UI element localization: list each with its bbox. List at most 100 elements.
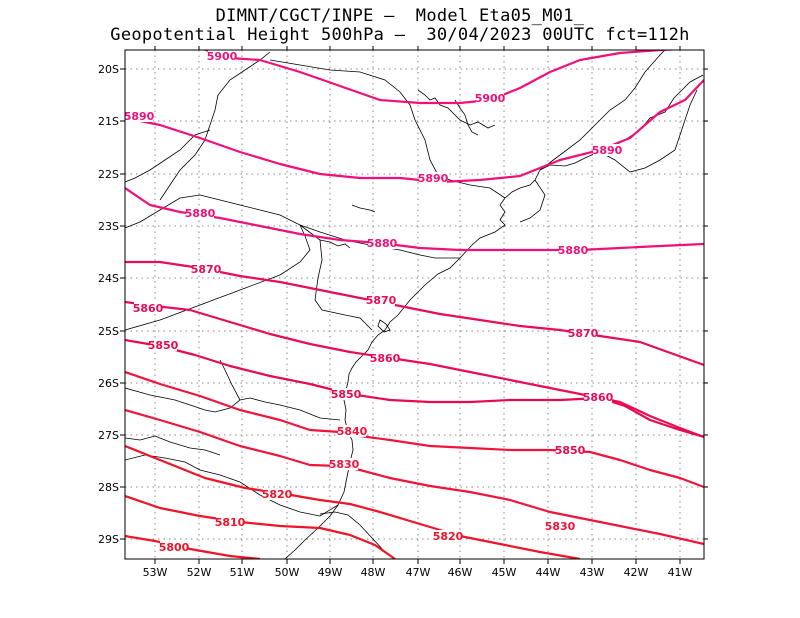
state-border xyxy=(125,194,301,229)
contour-label: 5810 xyxy=(215,516,246,529)
reservoir xyxy=(319,239,351,249)
contour-label: 5880 xyxy=(367,237,398,250)
contour-line-5810 xyxy=(125,494,396,559)
state-border xyxy=(125,454,339,517)
contour-label: 5840 xyxy=(337,425,368,438)
lon-tick-label: 45W xyxy=(492,566,517,579)
contour-label-bg xyxy=(546,520,574,532)
lat-tick-label: 28S xyxy=(98,481,119,494)
reservoir xyxy=(351,204,376,213)
contour-label: 5900 xyxy=(207,50,238,63)
contour-label-bg xyxy=(559,244,587,256)
island xyxy=(377,319,391,333)
latitude-labels: 20S 21S 22S 23S 24S 25S 26S 27S 28S 29S xyxy=(98,63,119,546)
contour-label: 5890 xyxy=(592,144,623,157)
lon-tick-label: 47W xyxy=(406,566,431,579)
state-border xyxy=(519,179,546,223)
contour-label: 5850 xyxy=(331,388,362,401)
lon-tick-label: 44W xyxy=(536,566,561,579)
map-subtitle: Geopotential Height 500hPa – 30/04/2023 … xyxy=(110,25,690,45)
lon-tick-label: 49W xyxy=(318,566,343,579)
contour-label: 5860 xyxy=(370,352,401,365)
contour-label: 5880 xyxy=(558,244,589,257)
map-frame xyxy=(124,49,705,560)
reservoir xyxy=(454,99,479,136)
contour-line-5900 xyxy=(202,50,685,105)
contour-label: 5830 xyxy=(545,520,576,533)
contour-label-bg xyxy=(192,263,220,275)
lon-tick-label: 51W xyxy=(230,566,255,579)
contour-label: 5870 xyxy=(568,327,599,340)
height-contours xyxy=(125,50,704,559)
contour-label: 5850 xyxy=(555,444,586,457)
contour-label-bg xyxy=(186,207,214,219)
contour-label: 5870 xyxy=(191,263,222,276)
contour-line-5830 xyxy=(125,408,704,546)
state-border xyxy=(125,224,311,331)
lat-tick-label: 24S xyxy=(98,272,119,285)
contour-label: 5860 xyxy=(133,302,164,315)
lat-tick-label: 21S xyxy=(98,115,119,128)
coastline xyxy=(284,74,704,559)
contour-label-bg xyxy=(160,541,188,553)
lon-tick-label: 48W xyxy=(361,566,386,579)
lat-tick-label: 27S xyxy=(98,429,119,442)
lat-tick-label: 23S xyxy=(98,220,119,233)
contour-labels: 5900 5900 5890 5890 5890 5880 5880 5880 5870 5870… xyxy=(124,50,623,554)
graticule-grid xyxy=(125,50,704,559)
lon-tick-label: 46W xyxy=(448,566,473,579)
contour-label-bg xyxy=(125,110,153,122)
contour-label-bg xyxy=(434,530,462,542)
state-border xyxy=(599,89,698,173)
contour-label-bg xyxy=(569,327,597,339)
contour-label: 5800 xyxy=(159,541,190,554)
contour-label-bg xyxy=(584,391,612,403)
coastline-layer xyxy=(125,50,704,559)
lon-tick-label: 41W xyxy=(668,566,693,579)
lat-tick-label: 25S xyxy=(98,325,119,338)
state-border xyxy=(299,224,373,331)
contour-label-bg xyxy=(371,352,399,364)
contour-label: 5870 xyxy=(366,294,397,307)
contour-label: 5860 xyxy=(583,391,614,404)
state-border xyxy=(125,387,341,421)
contour-label-bg xyxy=(263,488,291,500)
contour-label-bg xyxy=(208,50,236,62)
contour-label-bg xyxy=(338,425,366,437)
lon-tick-label: 50W xyxy=(275,566,300,579)
map-title: DIMNT/CGCT/INPE – Model Eta05_M01_ xyxy=(215,6,585,26)
contour-line-5890 xyxy=(125,79,704,184)
contour-label-bg xyxy=(419,172,447,184)
contour-line-5860 xyxy=(125,300,704,439)
reservoir xyxy=(417,89,496,129)
contour-label-bg xyxy=(149,339,177,351)
state-border xyxy=(219,359,241,401)
contour-label-bg xyxy=(330,458,358,470)
lon-tick-label: 52W xyxy=(187,566,212,579)
contour-label: 5890 xyxy=(418,172,449,185)
state-border xyxy=(159,51,271,201)
contour-label-bg xyxy=(593,144,621,156)
lat-tick-label: 20S xyxy=(98,63,119,76)
contour-label-bg xyxy=(332,388,360,400)
contour-label-bg xyxy=(216,516,244,528)
contour-line-5800 xyxy=(125,534,261,559)
longitude-labels: 53W 52W 51W 50W 49W 48W 47W 46W 45W 44W 43W 42W 41W xyxy=(143,566,693,579)
axis-ticks xyxy=(120,46,708,564)
contour-label: 5830 xyxy=(329,458,360,471)
contour-label: 5820 xyxy=(262,488,293,501)
contour-label-bg xyxy=(367,294,395,306)
lon-tick-label: 53W xyxy=(143,566,168,579)
contour-line-5840 xyxy=(125,370,704,489)
state-border xyxy=(125,129,211,183)
lat-tick-label: 29S xyxy=(98,533,119,546)
lon-tick-label: 43W xyxy=(580,566,605,579)
contour-label-bg xyxy=(134,302,162,314)
contour-line-5850 xyxy=(125,338,704,439)
contour-label: 5880 xyxy=(185,207,216,220)
contour-line-5820 xyxy=(125,444,581,559)
lon-tick-label: 42W xyxy=(624,566,649,579)
lat-tick-label: 26S xyxy=(98,377,119,390)
contour-label: 5900 xyxy=(475,92,506,105)
